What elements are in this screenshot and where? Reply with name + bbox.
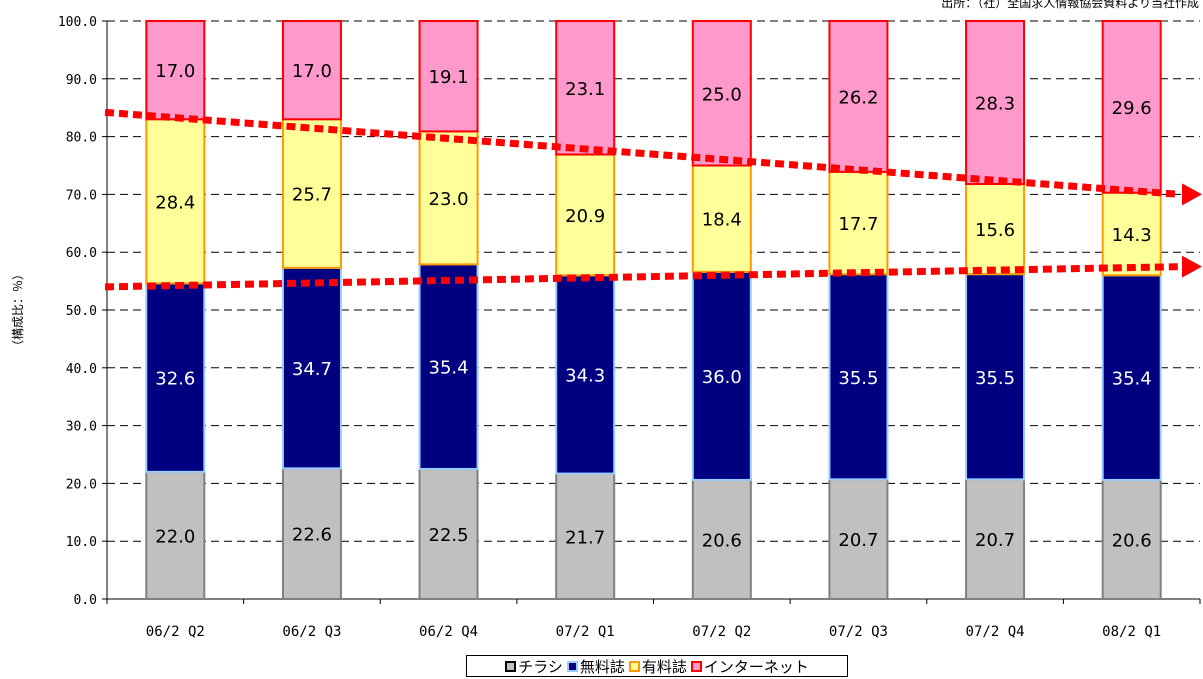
bar-1-6 xyxy=(965,273,1026,481)
bar-3-6 xyxy=(965,20,1026,185)
source-note: 出所：（社）全国求人情報協会資料より当社作成 xyxy=(941,0,1199,10)
trend-line-0 xyxy=(104,108,1181,198)
legend-item-paid-magazine: 有料誌 xyxy=(628,656,687,677)
data-label-3-1: 17.0 xyxy=(292,61,332,82)
data-label-2-0: 28.4 xyxy=(155,192,195,213)
bar-0-5 xyxy=(828,478,889,601)
legend-swatch-internet xyxy=(690,660,702,672)
x-tick-label-3: 07/2 Q1 xyxy=(556,624,615,640)
data-label-0-7: 20.6 xyxy=(1112,530,1152,551)
data-label-2-1: 25.7 xyxy=(292,185,332,206)
data-label-3-7: 29.6 xyxy=(1112,98,1152,119)
x-tick-label-2: 06/2 Q4 xyxy=(419,624,478,640)
bar-1-5 xyxy=(828,273,889,481)
y-tick-label-4: 40.0 xyxy=(66,362,97,377)
bar-3-4 xyxy=(691,20,752,167)
data-label-1-6: 35.5 xyxy=(975,368,1015,389)
data-label-2-6: 15.6 xyxy=(975,220,1015,241)
y-tick-label-2: 20.0 xyxy=(66,477,97,492)
y-tick-label-7: 70.0 xyxy=(66,188,97,203)
data-label-0-0: 22.0 xyxy=(155,526,195,547)
y-tick-label-5: 50.0 xyxy=(66,304,97,319)
y-tick-label-6: 60.0 xyxy=(66,246,97,261)
bar-3-5 xyxy=(828,20,889,173)
x-tick-label-7: 08/2 Q1 xyxy=(1102,624,1161,640)
x-tick-label-0: 06/2 Q2 xyxy=(146,624,205,640)
x-tick-label-4: 07/2 Q2 xyxy=(692,624,751,640)
legend-label-internet: インターネット xyxy=(703,657,809,676)
y-tick-label-9: 90.0 xyxy=(66,73,97,88)
bar-3-0 xyxy=(145,20,206,121)
legend-swatch-flyer xyxy=(505,660,517,672)
data-label-1-3: 34.3 xyxy=(565,365,605,386)
bar-2-2 xyxy=(418,130,479,266)
bar-1-0 xyxy=(145,282,206,473)
data-label-1-1: 34.7 xyxy=(292,359,332,380)
bar-0-4 xyxy=(691,478,752,601)
trend-arrow-1 xyxy=(1182,255,1202,278)
bar-1-2 xyxy=(418,263,479,470)
data-label-1-2: 35.4 xyxy=(429,358,469,379)
bar-1-7 xyxy=(1101,274,1162,481)
legend-label-free-magazine: 無料誌 xyxy=(579,657,625,676)
data-label-1-7: 35.4 xyxy=(1112,369,1152,390)
bar-3-3 xyxy=(555,20,616,156)
y-tick-label-10: 100.0 xyxy=(58,15,97,30)
data-label-2-2: 23.0 xyxy=(429,189,469,210)
data-label-3-5: 26.2 xyxy=(838,87,878,108)
trend-arrow-0 xyxy=(1182,183,1202,206)
data-label-0-3: 21.7 xyxy=(565,527,605,548)
data-label-0-5: 20.7 xyxy=(838,530,878,551)
data-label-3-4: 25.0 xyxy=(702,84,742,105)
legend-item-flyer: チラシ xyxy=(505,656,563,677)
bar-0-3 xyxy=(555,472,616,601)
legend-item-internet: インターネット xyxy=(690,656,809,677)
x-tick-label-6: 07/2 Q4 xyxy=(966,624,1025,640)
data-label-0-2: 22.5 xyxy=(429,525,469,546)
data-label-3-0: 17.0 xyxy=(155,61,195,82)
bar-3-2 xyxy=(418,20,479,133)
data-label-2-4: 18.4 xyxy=(702,210,742,231)
bar-0-2 xyxy=(418,467,479,601)
bar-2-4 xyxy=(691,164,752,273)
data-label-0-6: 20.7 xyxy=(975,530,1015,551)
bar-1-4 xyxy=(691,270,752,481)
y-tick-label-8: 80.0 xyxy=(66,131,97,146)
data-label-1-5: 35.5 xyxy=(838,368,878,389)
data-label-2-7: 14.3 xyxy=(1112,225,1152,246)
x-tick-label-5: 07/2 Q3 xyxy=(829,624,888,640)
bar-0-0 xyxy=(145,470,206,600)
bar-3-1 xyxy=(281,20,342,121)
data-label-3-2: 19.1 xyxy=(429,67,469,88)
legend-label-paid-magazine: 有料誌 xyxy=(641,657,687,676)
legend: チラシ 無料誌 有料誌 インターネット xyxy=(466,655,848,677)
data-label-2-5: 17.7 xyxy=(838,214,878,235)
bar-2-6 xyxy=(965,182,1026,276)
legend-item-free-magazine: 無料誌 xyxy=(566,656,625,677)
bar-2-7 xyxy=(1101,191,1162,277)
bar-1-3 xyxy=(555,274,616,475)
bar-0-6 xyxy=(965,478,1026,601)
bar-1-1 xyxy=(281,266,342,470)
legend-swatch-free-magazine xyxy=(566,660,578,672)
data-label-0-4: 20.6 xyxy=(702,530,742,551)
data-label-3-6: 28.3 xyxy=(975,93,1015,114)
data-label-3-3: 23.1 xyxy=(565,79,605,100)
data-label-0-1: 22.6 xyxy=(292,525,332,546)
y-tick-label-3: 30.0 xyxy=(66,420,97,435)
y-axis-label: （構成比：％） xyxy=(11,268,25,352)
legend-swatch-paid-magazine xyxy=(628,660,640,672)
data-label-1-0: 32.6 xyxy=(155,369,195,390)
legend-label-flyer: チラシ xyxy=(518,657,563,676)
bar-2-1 xyxy=(281,118,342,269)
y-tick-label-1: 10.0 xyxy=(66,535,97,550)
data-label-1-4: 36.0 xyxy=(702,367,742,388)
bar-2-3 xyxy=(555,153,616,277)
x-tick-label-1: 06/2 Q3 xyxy=(282,624,341,640)
y-tick-label-0: 0.0 xyxy=(74,593,97,608)
trend-line-1 xyxy=(104,263,1181,291)
data-label-2-3: 20.9 xyxy=(565,206,605,227)
